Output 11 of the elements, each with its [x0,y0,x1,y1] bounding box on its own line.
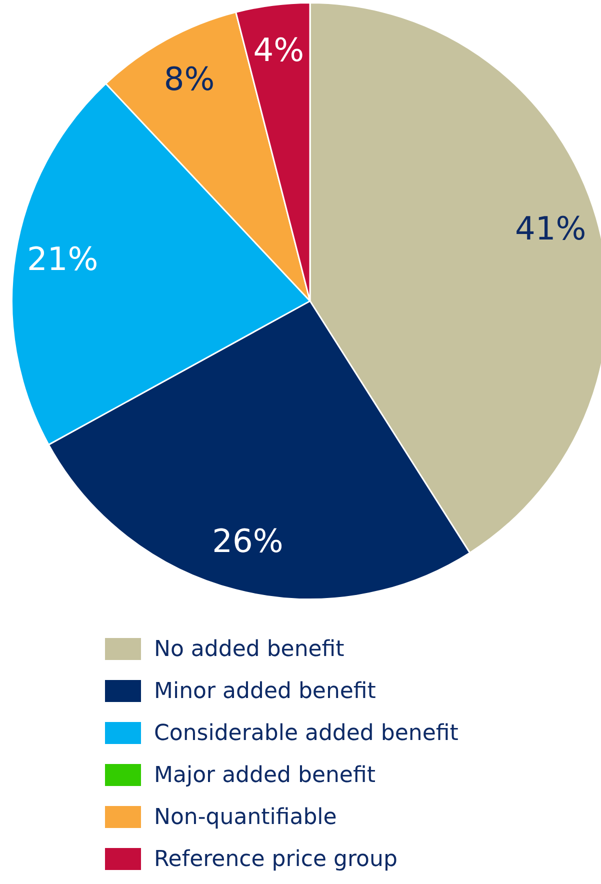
legend-label: Non-quantifiable [154,804,337,830]
legend-label: Reference price group [154,846,398,872]
legend-label: Major added benefit [154,762,376,788]
data-label: 21% [26,240,98,278]
data-label: 26% [212,522,284,560]
data-label: 8% [164,60,215,98]
legend-label: Minor added benefit [154,678,376,704]
data-label: 4% [253,30,304,69]
data-label: 41% [515,209,586,248]
legend-label: No added benefit [154,636,344,662]
legend-label: Considerable added benefit [154,720,458,746]
